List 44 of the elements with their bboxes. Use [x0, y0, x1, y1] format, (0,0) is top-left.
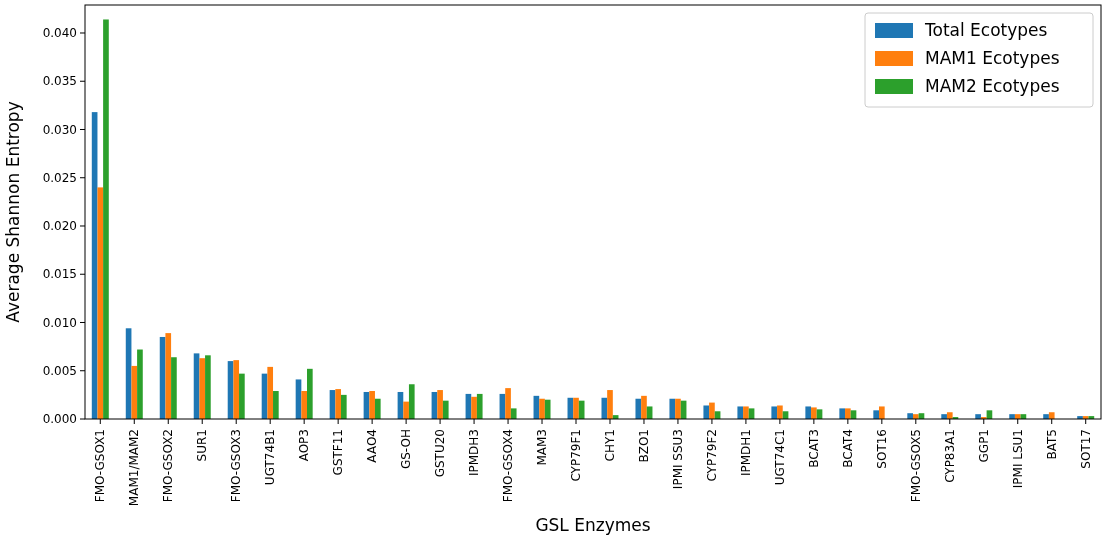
x-tick-label: FMO-GSOX5: [908, 429, 923, 503]
x-tick-label: BZO1: [636, 429, 651, 463]
legend-label: Total Ecotypes: [924, 20, 1048, 40]
x-tick-label: SOT17: [1078, 429, 1093, 469]
x-tick-label: MAM3: [535, 429, 550, 466]
x-tick-label: CYP79F1: [569, 429, 584, 482]
x-tick-label: BCAT3: [806, 429, 821, 468]
x-tick-label: CHY1: [602, 429, 617, 462]
y-tick-label: 0.035: [42, 74, 77, 89]
legend-label: MAM2 Ecotypes: [925, 76, 1060, 96]
y-tick-label: 0.025: [42, 170, 77, 185]
x-tick-label: IPMI LSU1: [1010, 429, 1025, 489]
x-tick-label: GGP1: [976, 429, 991, 463]
y-tick-label: 0.005: [42, 363, 77, 378]
x-tick-label: GS-OH: [399, 429, 414, 470]
x-tick-label: UGT74B1: [263, 429, 278, 486]
x-tick-label: UGT74C1: [772, 429, 787, 486]
x-tick-label: IPMI SSU3: [670, 429, 685, 490]
x-tick-label: FMO-GSOX3: [229, 429, 244, 503]
y-tick-label: 0.010: [42, 315, 77, 330]
x-tick-label: IPMDH3: [467, 429, 482, 477]
x-tick-label: SUR1: [195, 429, 210, 462]
x-axis-title: GSL Enzymes: [535, 515, 651, 535]
y-tick-label: 0.040: [42, 26, 77, 41]
x-tick-label: FMO-GSOX4: [501, 429, 516, 503]
x-tick-label: AOP3: [297, 429, 312, 462]
y-tick-label: 0.000: [42, 412, 77, 427]
x-tick-label: BCAT4: [840, 429, 855, 468]
x-tick-label: CYP83A1: [942, 429, 957, 483]
legend-label: MAM1 Ecotypes: [925, 48, 1060, 68]
x-tick-label: MAM1/MAM2: [127, 429, 142, 507]
x-tick-label: BAT5: [1044, 429, 1059, 460]
y-axis-title: Average Shannon Entropy: [3, 101, 23, 323]
x-tick-label: SOT16: [874, 429, 889, 469]
x-tick-label: AAO4: [365, 429, 380, 463]
x-tick-label: IPMDH1: [738, 429, 753, 477]
x-tick-label: FMO-GSOX2: [161, 429, 176, 503]
y-tick-label: 0.020: [42, 219, 77, 234]
x-tick-label: GSTU20: [433, 429, 448, 478]
x-tick-label: FMO-GSOX1: [93, 429, 108, 503]
x-tick-label: CYP79F2: [704, 429, 719, 482]
y-tick-label: 0.030: [42, 122, 77, 137]
x-tick-label: GSTF11: [331, 429, 346, 476]
y-tick-label: 0.015: [42, 267, 77, 282]
